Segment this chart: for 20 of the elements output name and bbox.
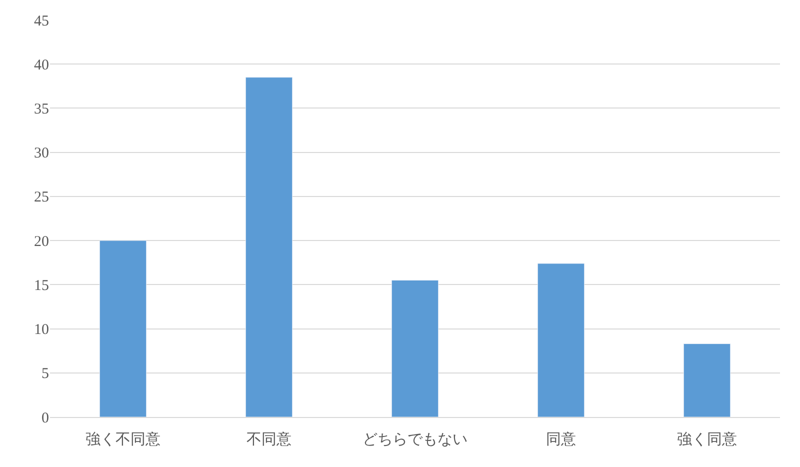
y-tick-label: 5 — [42, 366, 49, 382]
y-tick-label: 15 — [34, 278, 49, 294]
x-tick-label: 同意 — [546, 431, 576, 448]
y-tick-label: 35 — [34, 101, 49, 118]
bar — [99, 240, 147, 417]
y-tick-label: 40 — [34, 57, 49, 74]
y-tick-label: 0 — [42, 410, 49, 426]
x-tick-label: 強く同意 — [677, 431, 737, 448]
y-tick-label: 10 — [34, 322, 49, 338]
bar — [537, 263, 585, 417]
y-tick-label: 30 — [34, 146, 49, 162]
bar — [391, 280, 439, 417]
x-tick-label: 不同意 — [246, 431, 292, 448]
bar — [245, 77, 293, 417]
y-tick-label: 25 — [34, 190, 49, 206]
bar — [683, 344, 731, 417]
x-tick-label: どちらでもない — [362, 432, 468, 448]
y-tick-label: 20 — [34, 234, 49, 250]
x-tick-label: 強く不同意 — [86, 431, 160, 448]
y-tick-label: 45 — [34, 13, 49, 30]
